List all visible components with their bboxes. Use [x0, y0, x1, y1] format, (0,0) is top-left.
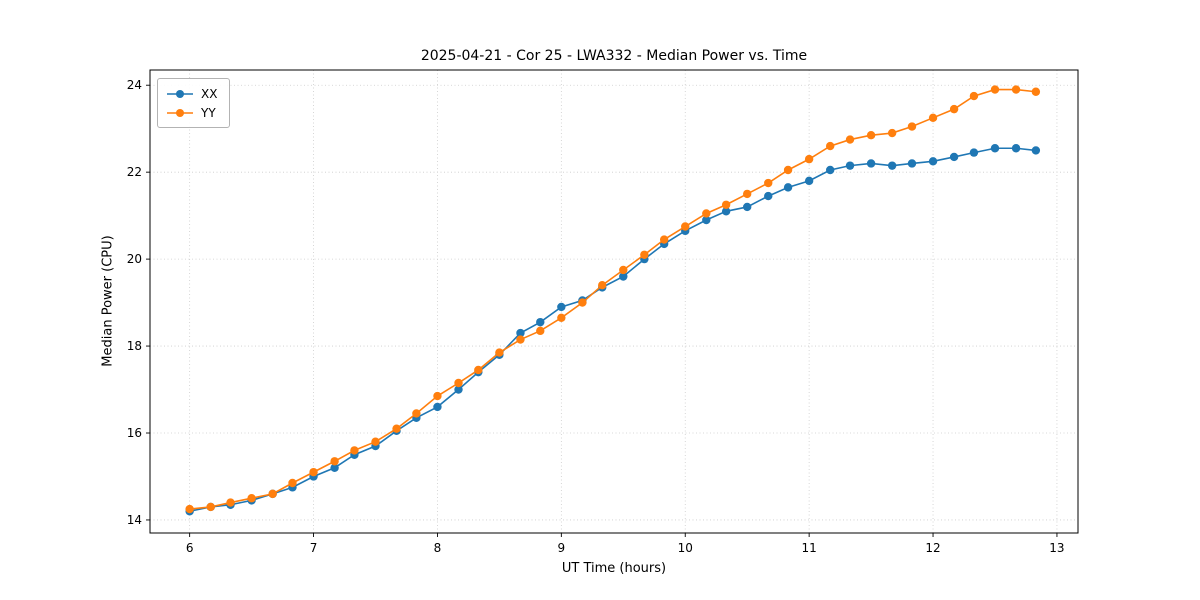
- data-marker-yy: [928, 113, 938, 123]
- data-marker-xx: [949, 152, 959, 162]
- data-marker-yy: [742, 189, 752, 199]
- data-marker-xx: [764, 191, 773, 201]
- series-line-xx: [189, 147, 1036, 513]
- data-marker-yy: [412, 409, 421, 418]
- data-marker-yy: [907, 122, 917, 131]
- x-tick-label: 13: [1049, 541, 1064, 555]
- data-marker-yy: [598, 281, 607, 290]
- data-marker-yy: [866, 131, 876, 140]
- data-marker-yy: [557, 313, 566, 322]
- data-marker-xx: [1031, 146, 1041, 155]
- data-marker-yy: [392, 424, 401, 433]
- data-marker-yy: [721, 200, 731, 209]
- data-marker-yy: [536, 326, 545, 336]
- data-marker-xx: [330, 463, 339, 472]
- y-tick-label: 16: [127, 426, 142, 440]
- data-marker-yy: [330, 457, 339, 466]
- y-tick-label: 20: [127, 252, 142, 266]
- x-axis-label: UT Time (hours): [561, 561, 667, 576]
- data-marker-yy: [845, 135, 855, 144]
- x-tick-label: 10: [678, 541, 693, 555]
- data-marker-yy: [350, 446, 359, 455]
- data-marker-yy: [659, 235, 669, 244]
- data-marker-yy: [226, 498, 235, 507]
- x-tick-label: 12: [925, 541, 940, 555]
- data-marker-yy: [433, 391, 442, 401]
- data-marker-yy: [371, 437, 380, 446]
- data-marker-yy: [640, 250, 649, 259]
- data-marker-yy: [619, 265, 628, 275]
- data-marker-yy: [949, 104, 959, 114]
- data-marker-yy: [578, 298, 587, 307]
- data-marker-xx: [557, 302, 566, 312]
- data-marker-yy: [268, 489, 277, 499]
- data-marker-yy: [990, 85, 1000, 94]
- data-marker-xx: [783, 183, 793, 192]
- y-tick-label: 18: [127, 339, 142, 353]
- data-marker-xx: [826, 165, 835, 175]
- y-tick-label: 14: [127, 513, 142, 527]
- data-marker-xx: [907, 159, 917, 168]
- data-marker-yy: [185, 504, 194, 514]
- data-marker-xx: [702, 215, 711, 225]
- data-marker-yy: [309, 467, 318, 477]
- x-tick-label: 6: [186, 541, 194, 555]
- chart-title: 2025-04-21 - Cor 25 - LWA332 - Median Po…: [420, 48, 808, 64]
- data-marker-yy: [826, 141, 835, 151]
- data-marker-xx: [969, 148, 979, 157]
- x-tick-label: 8: [434, 541, 442, 555]
- data-marker-yy: [969, 91, 979, 101]
- data-marker-yy: [516, 335, 525, 344]
- data-marker-xx: [866, 159, 876, 168]
- data-marker-xx: [721, 207, 731, 216]
- x-tick-label: 11: [801, 541, 816, 555]
- x-tick-label: 7: [310, 541, 318, 555]
- series-line-yy: [189, 88, 1036, 510]
- data-marker-yy: [474, 365, 483, 375]
- data-marker-yy: [1031, 87, 1041, 96]
- data-marker-yy: [783, 165, 793, 175]
- data-marker-yy: [1011, 85, 1021, 94]
- data-marker-yy: [206, 502, 215, 512]
- data-marker-xx: [454, 385, 463, 394]
- axes-border: [149, 69, 1079, 534]
- data-marker-yy: [247, 494, 256, 503]
- data-marker-xx: [990, 144, 1000, 153]
- data-marker-xx: [1011, 144, 1021, 153]
- legend: XX YY: [157, 78, 231, 128]
- data-marker-xx: [928, 157, 938, 166]
- legend-item-yy: YY: [166, 103, 217, 122]
- data-marker-xx: [887, 161, 897, 170]
- data-marker-yy: [454, 378, 463, 388]
- data-marker-yy: [702, 209, 711, 218]
- data-marker-xx: [804, 176, 814, 186]
- data-marker-yy: [764, 178, 773, 188]
- legend-item-xx: XX: [166, 84, 217, 103]
- data-marker-xx: [742, 202, 752, 212]
- data-marker-yy: [681, 222, 690, 231]
- y-tick-label: 22: [127, 165, 142, 179]
- data-marker-xx: [536, 317, 545, 327]
- legend-label-yy: YY: [201, 105, 216, 120]
- data-marker-yy: [887, 128, 897, 138]
- x-tick-label: 9: [558, 541, 566, 555]
- legend-swatch-xx-icon: [167, 89, 193, 98]
- data-marker-xx: [845, 161, 855, 170]
- data-marker-yy: [495, 348, 504, 357]
- legend-label-xx: XX: [201, 86, 218, 101]
- plot-area: 6 7 8 9 10 11 12 13 14 16 18 20 22 24: [127, 69, 1079, 555]
- y-axis-label: Median Power (CPU): [100, 235, 116, 367]
- legend-swatch-yy-icon: [167, 108, 193, 117]
- data-marker-yy: [288, 478, 297, 488]
- data-marker-xx: [433, 402, 442, 412]
- data-marker-xx: [516, 328, 525, 338]
- data-marker-xx: [619, 272, 628, 281]
- data-marker-yy: [804, 154, 814, 164]
- y-tick-label: 24: [127, 78, 142, 92]
